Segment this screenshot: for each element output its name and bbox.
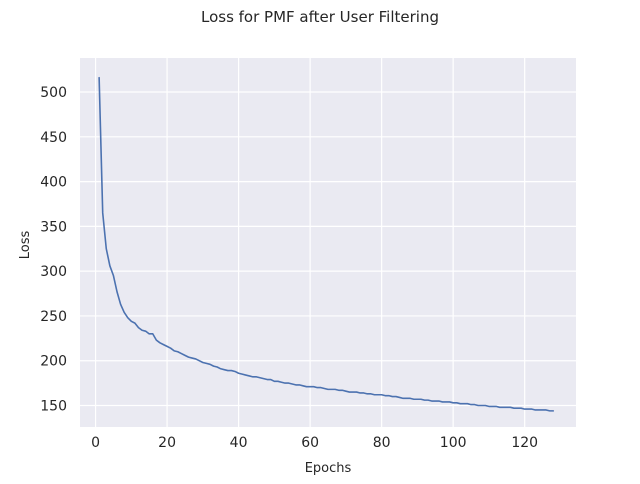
- chart-title: Loss for PMF after User Filtering: [201, 8, 439, 26]
- y-tick-label: 150: [40, 399, 67, 415]
- loss-series-line: [98, 76, 555, 412]
- tick-labels: 0 20 40 60 80 100 120 150 200 250 300 350 400 450 500: [40, 85, 538, 451]
- y-tick-label: 450: [40, 130, 67, 146]
- x-tick-label: 100: [440, 435, 467, 451]
- x-tick-label: 120: [511, 435, 538, 451]
- y-tick-label: 250: [40, 309, 67, 325]
- y-tick-label: 200: [40, 354, 67, 370]
- y-tick-label: 300: [40, 264, 67, 280]
- y-tick-label: 400: [40, 175, 67, 191]
- x-tick-label: 20: [158, 435, 176, 451]
- y-tick-label: 500: [40, 85, 67, 101]
- y-tick-label: 350: [40, 219, 67, 235]
- plot-area: [80, 58, 576, 427]
- grid-lines: [80, 58, 576, 427]
- x-tick-label: 80: [373, 435, 391, 451]
- x-tick-label: 60: [301, 435, 319, 451]
- x-tick-label: 0: [91, 435, 100, 451]
- y-axis-label: Loss: [18, 231, 33, 260]
- x-tick-label: 40: [230, 435, 248, 451]
- x-axis-label: Epochs: [305, 461, 352, 476]
- series-layer: [98, 76, 555, 412]
